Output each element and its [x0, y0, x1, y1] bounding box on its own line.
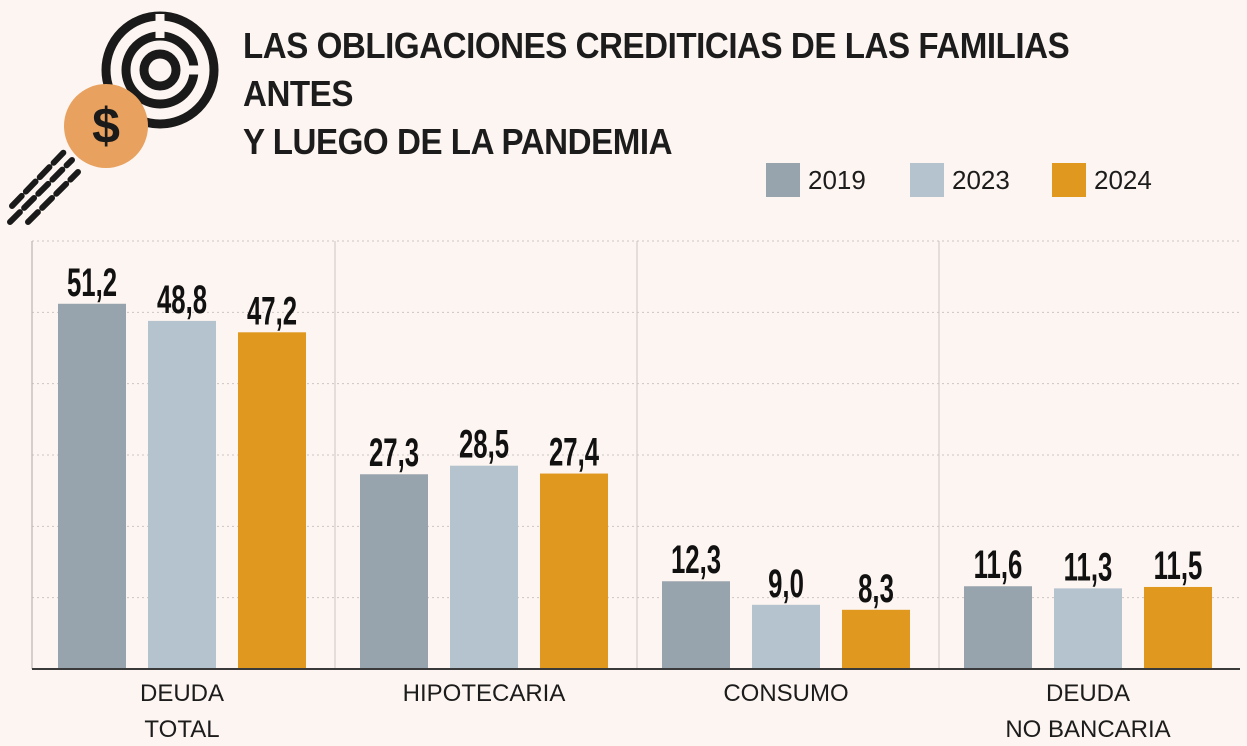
category-label-3: DEUDA: [1046, 680, 1130, 707]
category-label-0: DEUDA: [140, 680, 224, 707]
legend-label-2023: 2023: [952, 165, 1010, 195]
data-label-2024-3: 11,5: [1154, 545, 1203, 589]
chart-title: LAS OBLIGACIONES CREDITICIAS DE LAS FAMI…: [243, 22, 1163, 166]
data-label-2023-3: 11,3: [1064, 546, 1113, 590]
bar-2024-2: [842, 609, 910, 669]
legend-swatch-2023: [910, 163, 944, 197]
svg-text:$: $: [92, 98, 120, 154]
dollar-coin-target-icon: $: [7, 11, 219, 225]
legend-label-2024: 2024: [1094, 165, 1152, 195]
data-label-2019-0: 51,2: [67, 261, 117, 305]
data-label-2024-1: 27,4: [549, 431, 599, 475]
bar-2019-2: [662, 581, 730, 669]
data-label-2024-2: 8,3: [858, 567, 894, 611]
bar-2019-3: [964, 586, 1032, 669]
data-label-2024-0: 47,2: [247, 290, 297, 334]
chart-title-line-2: Y LUEGO DE LA PANDEMIA: [243, 121, 673, 162]
bar-2024-1: [540, 473, 608, 669]
data-label-2019-2: 12,3: [671, 539, 721, 583]
data-label-2019-3: 11,6: [974, 544, 1023, 588]
category-label-3: NO BANCARIA: [1005, 716, 1170, 743]
legend-swatch-2024: [1052, 163, 1086, 197]
data-label-2019-1: 27,3: [369, 432, 419, 476]
bar-2023-1: [450, 465, 518, 669]
bar-2019-1: [360, 474, 428, 669]
legend-label-2019: 2019: [808, 165, 866, 195]
bar-2024-3: [1144, 586, 1212, 669]
data-label-2023-1: 28,5: [459, 423, 509, 467]
category-label-0: TOTAL: [144, 716, 219, 743]
chart-title-line-1: LAS OBLIGACIONES CREDITICIAS DE LAS FAMI…: [243, 25, 1070, 114]
bar-2023-2: [752, 604, 820, 669]
bar-2023-3: [1054, 588, 1122, 669]
data-label-2023-0: 48,8: [157, 279, 207, 323]
data-label-2023-2: 9,0: [768, 562, 804, 606]
bar-2023-0: [148, 320, 216, 669]
category-label-2: CONSUMO: [723, 680, 848, 707]
bar-2019-0: [58, 303, 126, 669]
category-label-1: HIPOTECARIA: [403, 680, 566, 707]
bar-2024-0: [238, 332, 306, 669]
legend-swatch-2019: [766, 163, 800, 197]
